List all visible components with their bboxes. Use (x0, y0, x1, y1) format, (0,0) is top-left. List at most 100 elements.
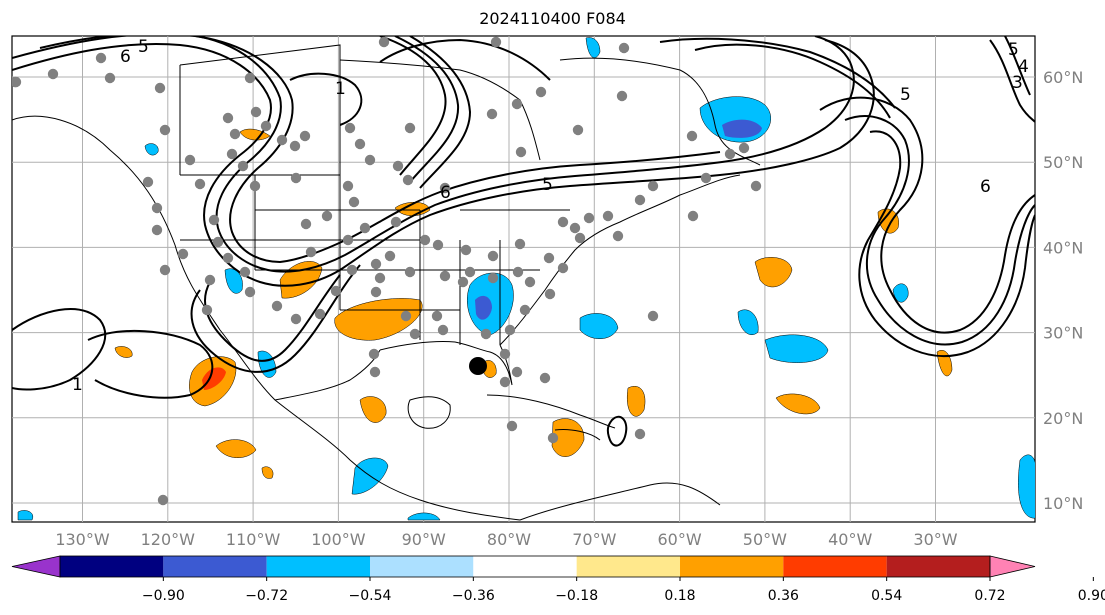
station-dot (368, 348, 380, 360)
station-dot (524, 276, 536, 288)
station-dot (344, 122, 356, 134)
station-dot (457, 276, 469, 288)
station-dot (184, 154, 196, 166)
station-dot (738, 142, 750, 154)
station-dot (194, 178, 206, 190)
colorbar-segment (680, 556, 784, 577)
station-dot (354, 138, 366, 150)
station-dot (384, 250, 396, 262)
colorbar-tick-label: 0.36 (768, 588, 799, 604)
station-dot (157, 494, 169, 506)
colorbar-segment (60, 556, 164, 577)
longitude-label: 60°W (658, 530, 702, 549)
station-dot (519, 304, 531, 316)
latitude-label: 30°N (1043, 324, 1083, 343)
colorbar-tick-label: 0.90 (1078, 588, 1105, 604)
station-dot (557, 216, 569, 228)
colorbar-tick-label: 0.54 (871, 588, 902, 604)
latitude-label: 10°N (1043, 494, 1083, 513)
longitude-label: 110°W (226, 530, 281, 549)
station-dot (250, 106, 262, 118)
station-dot (602, 210, 614, 222)
station-dot (404, 266, 416, 278)
station-dot (618, 42, 630, 54)
colorbar-segment (473, 556, 577, 577)
station-dot (342, 234, 354, 246)
storm-center-marker (469, 357, 487, 375)
station-dot (305, 246, 317, 258)
station-dot (369, 366, 381, 378)
station-dot (359, 222, 371, 234)
station-dot (364, 154, 376, 166)
colorbar-tick-label: −0.90 (142, 588, 185, 604)
station-dot (439, 270, 451, 282)
station-dot (480, 328, 492, 340)
colorbar-outline (59, 555, 991, 578)
colorbar-tick-label: 0.72 (974, 588, 1005, 604)
station-dot (330, 285, 342, 297)
station-dot (499, 376, 511, 388)
colorbar-extend-high (989, 555, 1036, 578)
colorbar (11, 555, 1036, 578)
longitude-label: 90°W (402, 530, 446, 549)
station-dot (490, 36, 502, 48)
colorbar-tick-label: −0.36 (452, 588, 495, 604)
station-dot (574, 232, 586, 244)
station-dot (142, 176, 154, 188)
station-dot (392, 160, 404, 172)
station-dot (374, 272, 386, 284)
station-dot (572, 124, 584, 136)
station-dot (151, 224, 163, 236)
station-dot (487, 272, 499, 284)
station-dot (244, 72, 256, 84)
station-dot (687, 210, 699, 222)
station-dot (404, 122, 416, 134)
station-dot (432, 239, 444, 251)
contour-label: 5 (138, 37, 149, 57)
station-dot (439, 182, 451, 194)
station-dot (535, 86, 547, 98)
station-dot (583, 212, 595, 224)
station-dot (95, 52, 107, 64)
station-dot (612, 230, 624, 242)
latitude-label: 50°N (1043, 153, 1083, 172)
station-dot (724, 148, 736, 160)
station-dot (511, 366, 523, 378)
station-dot (342, 180, 354, 192)
station-dot (237, 160, 249, 172)
latitude-label: 40°N (1043, 238, 1083, 257)
station-dot (544, 288, 556, 300)
station-dot (634, 194, 646, 206)
colorbar-segment (576, 556, 680, 577)
station-dot (647, 180, 659, 192)
station-dot (321, 210, 333, 222)
station-dot (212, 236, 224, 248)
station-dot (378, 36, 390, 48)
station-dot (222, 252, 234, 264)
longitude-label: 120°W (141, 530, 196, 549)
station-dot (557, 262, 569, 274)
station-dot (543, 252, 555, 264)
station-dot (314, 308, 326, 320)
map-frame (11, 35, 1036, 523)
longitude-label: 80°W (487, 530, 531, 549)
station-dot (700, 172, 712, 184)
station-dot (460, 244, 472, 256)
station-dot (159, 264, 171, 276)
colorbar-segment (266, 556, 370, 577)
station-dot (222, 112, 234, 124)
colorbar-segment (783, 556, 887, 577)
station-dot (419, 234, 431, 246)
contour-label: 1 (335, 79, 346, 99)
station-dot (229, 128, 241, 140)
colorbar-segment (886, 556, 990, 577)
station-dot (686, 130, 698, 142)
longitude-label: 70°W (572, 530, 616, 549)
station-dot (634, 428, 646, 440)
station-dot (201, 304, 213, 316)
latitude-labels: 60°N 50°N 40°N 30°N 20°N 10°N (1043, 68, 1083, 513)
station-markers (12, 36, 762, 506)
station-dot (276, 134, 288, 146)
contour-label: 6 (120, 47, 131, 67)
